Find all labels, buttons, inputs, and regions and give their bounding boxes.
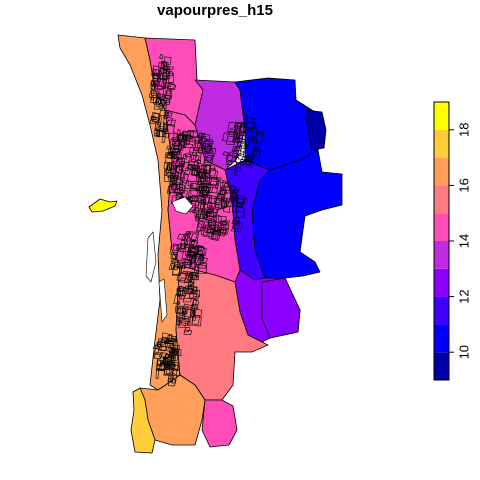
legend-bin [434,213,449,241]
suburb-boundaries [168,230,209,285]
legend-tick-label: 14 [456,234,471,248]
region-peninsula [130,387,156,454]
legend-bin [434,185,449,214]
region-island [88,198,118,213]
suburb-boundaries [173,274,203,335]
suburb-boundaries [152,332,182,387]
suburb-boundaries [222,112,265,176]
color-legend: 10 12 14 16 18 [433,101,471,381]
suburb-boundaries [190,176,248,241]
lake [145,231,157,283]
lake [158,278,168,323]
map-title: vapourpres_h15 [157,2,273,19]
legend-bin [434,296,449,325]
legend-bin [434,241,449,269]
legend-tick-label: 18 [456,123,471,137]
legend-bin [434,129,449,158]
legend-bin [434,324,449,353]
region-southern-inland [175,264,269,401]
region-south-east [261,277,301,339]
legend-bin [434,157,449,186]
legend-tick-label: 16 [456,178,471,192]
legend-bin [434,102,449,130]
legend-tick-label: 12 [456,289,471,303]
legend-tick-label: 10 [456,345,471,359]
map-regions [88,34,343,454]
legend-bin [434,268,449,297]
legend-bin [434,352,449,380]
lake [171,196,194,215]
map-boundary-detail [145,54,265,387]
region-south-pink [201,399,238,448]
region-far-north-east [304,109,327,151]
suburb-boundaries [148,54,177,144]
